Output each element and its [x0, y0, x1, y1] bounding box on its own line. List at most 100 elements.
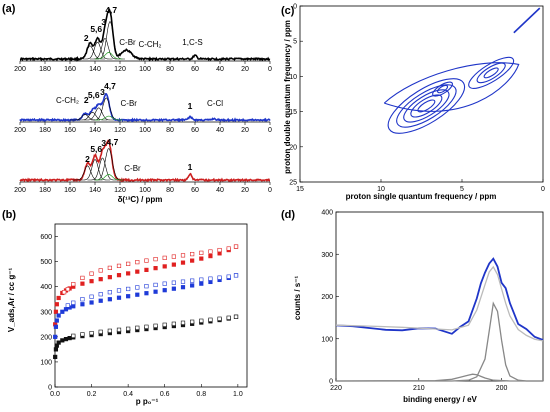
panel-a-tick-label-1-9: 20 [241, 127, 249, 134]
panel-b-ytick-label-1: 100 [40, 359, 52, 366]
panel-b-point-3-0 [233, 273, 239, 278]
panel-a-tick-label-0-3: 140 [89, 66, 101, 73]
panel-a-tick-label-1-10: 0 [268, 127, 272, 134]
panel-c-ytick-label-3: 15 [289, 109, 297, 116]
panel-b-point-3-15 [98, 292, 103, 297]
panel-b-point-1-18 [71, 282, 76, 287]
panel-a-fit-1-2 [83, 107, 114, 121]
panel-a-peak-label-0-0: 2 [84, 33, 89, 43]
panel-a-tick-label-0-5: 100 [139, 66, 151, 73]
panel-c-contour-main-4 [387, 78, 466, 134]
panel-c-xtick-label-3: 0 [541, 186, 545, 193]
panel-b-xlabel: p p₀⁻¹ [136, 397, 159, 406]
panel-a-xlabel: δ(¹³C) / ppm [118, 195, 163, 204]
panel-a-tick-label-0-7: 60 [191, 66, 199, 73]
panel-b-point-1-7 [171, 254, 176, 259]
panel-b-point-3-16 [89, 294, 94, 299]
panel-b-xtick-label-2: 0.4 [123, 391, 133, 398]
panel-b-letter: (b) [2, 209, 16, 221]
panel-a-peak-label-2-4: C-Br [124, 164, 141, 173]
panel-b-point-3-19 [65, 303, 70, 308]
panel-b-point-5-14 [107, 328, 112, 333]
panel-c-ylabel: proton double quantum frequency / ppm [283, 20, 292, 174]
panel-a-peak-label-2-5: 1 [188, 162, 193, 172]
panel-b-point-1-5 [190, 251, 195, 257]
panel-b-point-2-0 [53, 334, 58, 339]
panel-b-ytick-label-0: 0 [48, 385, 52, 392]
panel-a-peak-label-0-2: 3 [101, 17, 106, 27]
panel-d-series-0 [335, 257, 544, 341]
panel-a-peak-label-0-3: 4,7 [105, 5, 117, 15]
panel-b-point-1-0 [233, 244, 239, 249]
panel-d-series-2 [336, 301, 543, 382]
panel-a-peak-label-1-1: 2 [84, 95, 89, 105]
panel-b-point-2-19 [180, 285, 186, 290]
panel-a-tick-label-0-10: 0 [268, 66, 272, 73]
panel-a-tick-label-0-2: 160 [64, 66, 76, 73]
panel-b-point-1-11 [135, 260, 140, 265]
panel-b-point-4-6 [67, 335, 72, 341]
panel-a-peak-label-1-5: C-Br [121, 99, 138, 108]
panel-b-xtick-label-0: 0.0 [50, 391, 60, 398]
panel-a-tick-label-0-9: 20 [241, 66, 249, 73]
panel-c-letter: (c) [281, 5, 295, 17]
panel-b-point-1-6 [180, 253, 186, 258]
panel-a-peak-label-0-4: C-Br [119, 38, 136, 47]
panel-b-point-5-16 [89, 330, 94, 336]
panel-a-tick-label-1-6: 80 [166, 127, 174, 134]
panel-b-point-1-17 [80, 275, 85, 281]
panel-a-tick-label-0-1: 180 [39, 66, 51, 73]
panel-b-xtick-label-1: 0.2 [87, 391, 97, 398]
panel-b-point-2-2 [54, 318, 59, 323]
panel-b-xtick-label-3: 0.6 [160, 391, 170, 398]
panel-a-nmr: 200 180 160 140 120 100 80 60 40 20 025,634,7C-Br C… [14, 5, 272, 194]
panel-b-point-0-11 [107, 275, 112, 280]
panel-b-point-5-17 [80, 332, 85, 337]
panel-a-peak-label-1-7: C-Cl [207, 99, 223, 108]
panel-a-tick-label-1-7: 60 [191, 127, 199, 134]
panel-c-ytick-label-4: 20 [289, 144, 297, 151]
panel-b-point-0-19 [180, 260, 186, 265]
panel-b-point-2-16 [153, 289, 158, 294]
panel-b-point-2-5 [63, 307, 69, 312]
panel-b-point-1-10 [144, 258, 149, 263]
panel-a-fit-1-1 [77, 111, 108, 121]
panel-b-point-5-10 [144, 324, 149, 329]
panel-b-point-2-12 [116, 295, 122, 300]
panel-a-tick-label-2-8: 40 [216, 187, 224, 194]
panel-a-peak-label-0-1: 5,6 [90, 24, 102, 34]
panel-a-letter: (a) [2, 3, 16, 15]
panel-b-xtick-label-4: 0.8 [196, 391, 206, 398]
panel-a-peak-label-0-6: 1,C-S [182, 38, 202, 47]
panel-b-point-2-20 [190, 283, 195, 288]
panel-a-tick-label-0-6: 80 [166, 66, 174, 73]
panel-b-point-5-7 [171, 321, 176, 326]
panel-a-tick-label-1-3: 140 [89, 127, 101, 134]
panel-a-peak-label-0-5: C-CH₂ [138, 40, 161, 49]
panel-a-tick-label-2-10: 0 [268, 187, 272, 194]
panel-b-point-3-14 [107, 290, 112, 295]
panel-b-ytick-label-6: 600 [40, 234, 52, 241]
panel-d-ytick-label-2: 200 [321, 294, 333, 301]
panel-b-point-0-9 [89, 279, 94, 284]
panel-a-tick-label-2-1: 180 [39, 187, 51, 194]
panel-a-tick-label-0-8: 40 [216, 66, 224, 73]
panel-c-contour-main-3 [396, 84, 457, 128]
panel-c-contour-outer [383, 62, 520, 112]
panel-b-point-5-18 [71, 333, 76, 338]
panel-b-point-0-3 [56, 295, 61, 301]
panel-b-point-0-2 [54, 302, 59, 307]
panel-b-point-0-12 [116, 273, 122, 278]
panel-c-xlabel: proton single quantum frequency / ppm [346, 192, 497, 201]
panel-c-contour-diagonal [513, 7, 541, 34]
panel-b-point-1-12 [126, 261, 131, 266]
panel-a-tick-label-2-3: 140 [89, 187, 101, 194]
panel-d-xtick-label-2: 200 [496, 385, 508, 392]
panel-b-point-3-9 [153, 282, 158, 288]
panel-b-point-5-2 [217, 316, 222, 321]
panel-b-point-1-3 [208, 249, 213, 254]
panel-d-letter: (d) [281, 209, 295, 221]
panel-a-fit-2-2 [87, 157, 118, 181]
panel-a-spectrum-0 [19, 8, 271, 62]
